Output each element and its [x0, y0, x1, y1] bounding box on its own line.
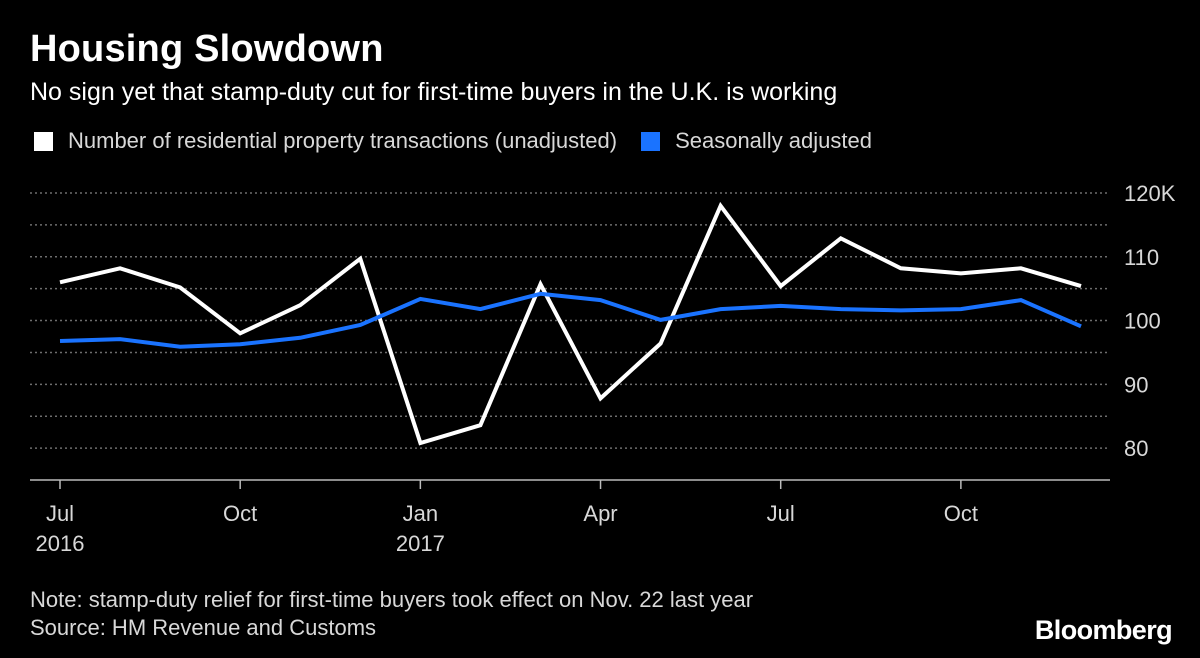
series-line-unadjusted — [59, 201, 1082, 446]
legend-swatch-adjusted — [641, 131, 661, 151]
x-tick-label: Oct — [944, 501, 978, 526]
x-tick-year-label: 2017 — [396, 531, 445, 556]
x-tick-label: Apr — [583, 501, 617, 526]
y-tick-label: 110 — [1124, 245, 1159, 270]
y-tick-label: 100 — [1124, 309, 1161, 334]
x-tick-label: Jul — [767, 501, 795, 526]
legend-item-adjusted: Seasonally adjusted — [641, 128, 872, 154]
legend: Number of residential property transacti… — [34, 126, 896, 156]
bloomberg-logo: Bloomberg — [1034, 615, 1173, 645]
chart-title: Housing Slowdown — [30, 28, 384, 70]
chart-note: Note: stamp-duty relief for first-time b… — [30, 587, 754, 612]
chart-source: Source: HM Revenue and Customs — [30, 615, 377, 640]
y-tick-label: 80 — [1124, 436, 1148, 461]
legend-item-unadjusted: Number of residential property transacti… — [34, 128, 617, 154]
chart-subtitle: No sign yet that stamp-duty cut for firs… — [30, 78, 838, 106]
legend-label-unadjusted: Number of residential property transacti… — [68, 128, 618, 153]
y-tick-label: 90 — [1124, 372, 1148, 397]
legend-label-adjusted: Seasonally adjusted — [675, 128, 872, 153]
x-tick-label: Oct — [223, 501, 257, 526]
x-tick-year-label: 2016 — [36, 531, 85, 556]
y-tick-label: 120K — [1124, 181, 1176, 206]
legend-swatch-unadjusted — [34, 131, 53, 151]
x-tick-label: Jan — [403, 501, 438, 526]
series-line-adjusted — [59, 291, 1082, 349]
x-tick-label: Jul — [46, 501, 74, 526]
